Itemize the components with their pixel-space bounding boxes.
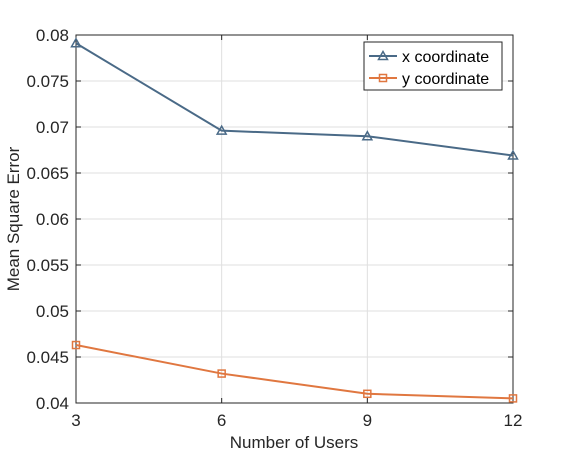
y-tick-label: 0.06 (36, 210, 69, 229)
y-axis-label: Mean Square Error (4, 146, 23, 291)
legend-swatch-marker (377, 49, 389, 61)
legend-swatch-marker (378, 73, 388, 83)
y-tick-label: 0.075 (26, 72, 69, 91)
x-axis-label: Number of Users (230, 433, 358, 452)
y-tick-label: 0.07 (36, 118, 69, 137)
series-group (70, 37, 519, 403)
series-line (75, 42, 514, 157)
data-point-marker (71, 340, 81, 350)
legend: x coordinate y coordinate (363, 41, 503, 91)
y-tick-label: 0.04 (36, 394, 69, 413)
series-1 (70, 37, 519, 160)
y-tick-label: 0.045 (26, 348, 69, 367)
x-tick-label: 9 (363, 411, 372, 430)
y-tick-label: 0.05 (36, 302, 69, 321)
data-point-marker (70, 37, 82, 48)
data-point-marker (217, 369, 226, 378)
y-tick-label: 0.065 (26, 164, 69, 183)
data-point-marker (361, 130, 374, 141)
data-point-marker (215, 124, 228, 135)
data-point-marker (507, 149, 519, 160)
data-point-marker (363, 389, 372, 399)
y-tick-label: 0.055 (26, 256, 69, 275)
axis-ticks: 3 6 9 12 0.04 0.045 0.05 0.055 0.06 0.065 0.07 0.07… (26, 26, 522, 430)
y-tick-label: 0.08 (36, 26, 69, 45)
x-tick-label: 12 (504, 411, 523, 430)
data-point-marker (508, 394, 518, 403)
legend-label: x coordinate (402, 49, 489, 66)
series-line (75, 344, 514, 400)
legend-label: y coordinate (402, 71, 489, 88)
series-2 (71, 340, 518, 403)
x-tick-label: 6 (217, 411, 226, 430)
x-tick-label: 3 (71, 411, 80, 430)
